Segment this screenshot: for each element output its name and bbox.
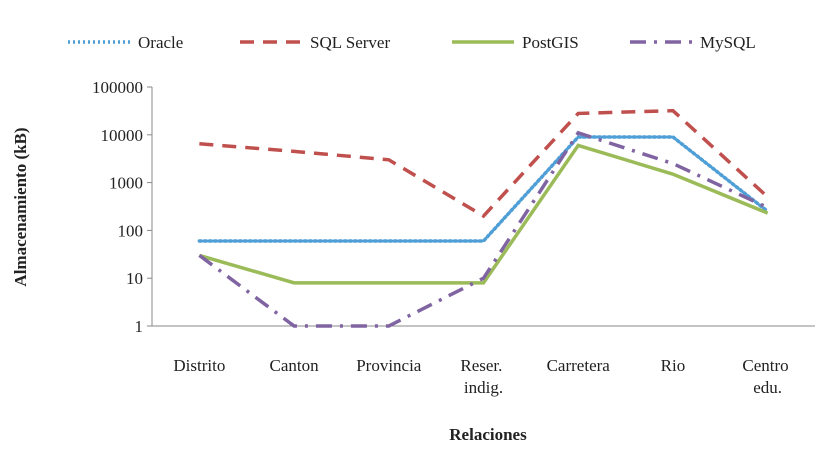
x-tick-label: Distrito bbox=[173, 356, 225, 375]
x-tick-label: Rio bbox=[661, 356, 686, 375]
series-line bbox=[199, 108, 769, 219]
y-tick-label: 1 bbox=[135, 317, 144, 336]
series-line bbox=[197, 135, 770, 243]
series-line bbox=[198, 143, 769, 285]
legend-label: Oracle bbox=[138, 33, 183, 52]
x-tick-label: Carretera bbox=[547, 356, 611, 375]
x-tick-label: Reser. indig. bbox=[460, 356, 506, 397]
y-tick-label: 10 bbox=[126, 269, 143, 288]
y-tick-label: 10000 bbox=[101, 126, 144, 145]
legend-label: PostGIS bbox=[522, 33, 579, 52]
series-line bbox=[198, 130, 769, 328]
x-axis-title: Relaciones bbox=[449, 425, 527, 444]
x-tick-label: Canton bbox=[270, 356, 320, 375]
x-tick-label: Centro edu. bbox=[742, 356, 793, 397]
legend-label: SQL Server bbox=[310, 33, 390, 52]
legend-label: MySQL bbox=[700, 33, 756, 52]
y-tick-label: 100000 bbox=[92, 78, 143, 97]
x-tick-label: Provincia bbox=[356, 356, 422, 375]
y-axis-title: Almacenamiento (kB) bbox=[11, 127, 30, 286]
y-tick-label: 1000 bbox=[109, 174, 143, 193]
y-tick-label: 100 bbox=[118, 221, 144, 240]
